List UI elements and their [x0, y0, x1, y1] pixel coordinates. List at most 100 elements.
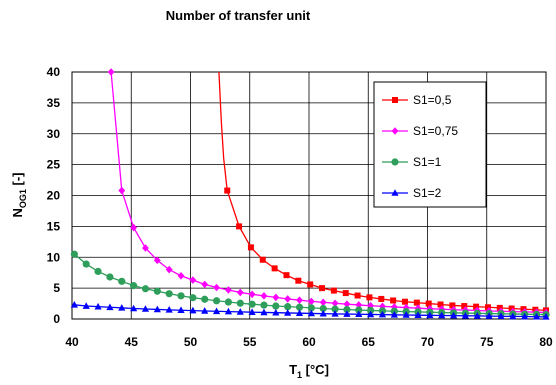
data-point — [355, 306, 363, 314]
data-point — [165, 290, 173, 298]
data-point — [508, 305, 515, 312]
data-point — [402, 311, 410, 318]
data-point — [484, 304, 491, 311]
y-tick-label: 20 — [47, 189, 61, 203]
y-axis-label-main: N — [10, 208, 25, 217]
data-point — [283, 272, 290, 279]
y-tick-label: 40 — [47, 65, 61, 79]
data-point — [82, 260, 90, 268]
data-point — [319, 304, 327, 313]
data-point — [355, 301, 363, 309]
legend-label: S1=2 — [413, 186, 442, 200]
data-point — [307, 297, 315, 306]
data-point — [367, 301, 375, 310]
data-point — [177, 306, 185, 314]
series-line — [226, 190, 547, 312]
data-point — [189, 306, 197, 314]
data-point — [319, 285, 326, 292]
data-point — [272, 293, 280, 302]
y-axis-label-rest: [-] — [10, 172, 25, 189]
series-layer — [70, 68, 550, 320]
data-point — [319, 298, 327, 307]
data-point — [153, 305, 161, 313]
data-point — [461, 311, 470, 319]
y-axis-label: NOG1 [-] — [10, 172, 28, 217]
data-point — [212, 307, 221, 315]
y-tick-label: 25 — [47, 158, 61, 172]
data-point — [82, 302, 90, 309]
data-point — [248, 300, 256, 308]
data-point — [378, 295, 385, 302]
data-point — [236, 299, 244, 307]
y-tick-label: 0 — [53, 312, 60, 326]
ticks: 40 45 50 55 60 65 70 75 80 0 5 10 15 20 25 30 35 40 — [47, 65, 553, 349]
legend-marker — [391, 189, 399, 196]
data-point — [248, 290, 256, 299]
data-point — [94, 267, 102, 276]
data-point — [331, 299, 339, 308]
data-point — [177, 292, 185, 300]
data-point — [378, 310, 387, 318]
x-tick-label: 50 — [184, 335, 198, 349]
data-point — [189, 276, 197, 284]
data-point — [331, 310, 339, 317]
data-point — [414, 311, 422, 318]
data-point — [153, 287, 161, 295]
data-point — [331, 305, 339, 313]
data-point — [295, 309, 304, 316]
data-point — [449, 311, 458, 319]
y-axis-label-sub: OG1 — [18, 189, 28, 208]
data-point — [295, 277, 302, 284]
x-axis-label-main: T — [289, 362, 297, 377]
data-point — [473, 303, 480, 310]
data-point — [260, 292, 268, 300]
data-point — [366, 294, 373, 301]
data-point — [142, 244, 149, 252]
data-point — [118, 186, 126, 195]
data-point — [354, 292, 361, 299]
chart-title: Number of transfer unit — [166, 8, 311, 23]
data-point — [189, 294, 197, 302]
data-point — [212, 297, 221, 305]
data-point — [201, 295, 209, 303]
data-point — [520, 306, 527, 313]
data-point — [224, 298, 233, 306]
series-line-tail — [218, 71, 228, 191]
legend-marker — [391, 127, 399, 135]
data-point — [449, 302, 456, 309]
data-point — [272, 308, 280, 316]
legend-marker — [392, 97, 398, 103]
data-point — [272, 302, 280, 310]
data-point — [130, 282, 138, 290]
legend-marker — [391, 158, 399, 166]
data-point — [106, 303, 114, 311]
data-point — [509, 312, 517, 320]
data-point — [259, 256, 266, 263]
data-point — [485, 312, 493, 319]
data-point — [390, 297, 397, 304]
x-tick-label: 40 — [65, 335, 79, 349]
data-point — [107, 68, 115, 76]
data-point — [343, 310, 351, 317]
data-point — [367, 310, 375, 318]
data-point — [224, 187, 231, 194]
data-point — [247, 244, 254, 251]
legend-label: S1=0,75 — [413, 124, 458, 138]
data-point — [70, 300, 78, 308]
legend-label: S1=0,5 — [413, 93, 452, 107]
legend-label: S1=1 — [413, 155, 442, 169]
data-point — [473, 312, 481, 319]
y-tick-label: 10 — [47, 250, 61, 264]
data-point — [94, 302, 102, 310]
data-point — [438, 311, 446, 319]
data-point — [153, 256, 161, 265]
data-point — [330, 287, 337, 294]
x-tick-label: 60 — [302, 335, 316, 349]
data-point — [461, 303, 468, 310]
x-axis-label-rest: [°C] — [302, 362, 329, 377]
x-tick-label: 45 — [125, 335, 139, 349]
data-point — [413, 299, 420, 306]
data-point — [390, 303, 398, 311]
data-point — [437, 301, 444, 308]
